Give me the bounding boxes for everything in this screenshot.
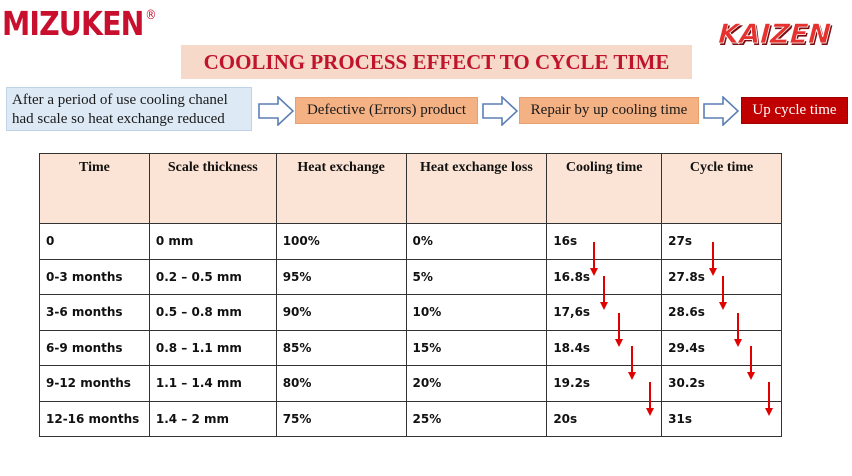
cell-heat-exchange: 95% <box>275 258 407 295</box>
cell-cooling-time: 20s <box>546 400 663 437</box>
cell-cycle-time: 27s <box>661 223 782 260</box>
cell-cooling-time: 16s <box>546 223 663 260</box>
down-arrow-icon <box>747 346 755 380</box>
down-arrow-icon <box>734 313 742 347</box>
table-row: 12-16 months 1.4 – 2 mm 75% 25% 20s 31s <box>39 400 782 437</box>
right-arrow-icon <box>482 96 518 126</box>
cell-cycle-time: 27.8s <box>661 258 782 295</box>
kaizen-logo: KAIZEN KAIZEN <box>714 19 836 52</box>
right-arrow-icon <box>258 96 294 126</box>
cell-time: 0-3 months <box>39 258 150 295</box>
page-title: COOLING PROCESS EFFECT TO CYCLE TIME <box>181 45 692 79</box>
cell-cycle-time: 30.2s <box>661 365 782 402</box>
table-row: 0 0 mm 100% 0% 16s 27s <box>39 223 782 260</box>
cell-time: 6-9 months <box>39 329 150 366</box>
cell-time: 3-6 months <box>39 294 150 331</box>
flow-step-label: Up cycle time <box>752 102 837 118</box>
cell-heat-exchange: 100% <box>275 223 407 260</box>
cell-cycle-time: 29.4s <box>661 329 782 366</box>
page-title-text: COOLING PROCESS EFFECT TO CYCLE TIME <box>203 49 670 74</box>
svg-text:KAIZEN: KAIZEN <box>716 21 836 52</box>
cell-time: 0 <box>39 223 150 260</box>
down-arrow-icon <box>615 313 623 347</box>
table-row: 0-3 months 0.2 – 0.5 mm 95% 5% 16.8s 27.… <box>39 258 782 295</box>
registered-mark: ® <box>145 8 156 23</box>
cell-heat-exchange-loss: 5% <box>405 258 548 295</box>
flow-step-defective: Defective (Errors) product <box>295 97 478 124</box>
cell-heat-exchange: 90% <box>275 294 407 331</box>
cell-scale-thickness: 0 mm <box>148 223 277 260</box>
table-row: 6-9 months 0.8 – 1.1 mm 85% 15% 18.4s 29… <box>39 329 782 366</box>
flow-step-up-cycle: Up cycle time <box>741 97 848 124</box>
down-arrow-icon <box>646 382 654 416</box>
cell-time: 12-16 months <box>39 400 150 437</box>
header-cycle-time: Cycle time <box>661 153 782 224</box>
cell-heat-exchange-loss: 15% <box>405 329 548 366</box>
flow-step-label: Repair by up cooling time <box>530 102 688 118</box>
cell-heat-exchange-loss: 0% <box>405 223 548 260</box>
cell-scale-thickness: 1.1 – 1.4 mm <box>148 365 277 402</box>
flow-start-box: After a period of use cooling chanel had… <box>6 87 252 131</box>
down-arrow-icon <box>590 242 598 276</box>
cell-scale-thickness: 0.5 – 0.8 mm <box>148 294 277 331</box>
down-arrow-icon <box>628 346 636 380</box>
header-heat-exchange: Heat exchange <box>275 153 407 224</box>
header-scale-thickness: Scale thickness <box>148 153 277 224</box>
flow-step-repair: Repair by up cooling time <box>519 97 699 124</box>
right-arrow-icon <box>703 96 739 126</box>
kaizen-logo-text: KAIZEN <box>714 19 834 50</box>
cell-cooling-time: 18.4s <box>546 329 663 366</box>
cell-heat-exchange-loss: 25% <box>405 400 548 437</box>
cell-scale-thickness: 1.4 – 2 mm <box>148 400 277 437</box>
table-header-row: Time Scale thickness Heat exchange Heat … <box>39 153 782 224</box>
mizuken-logo-text: MIZUKEN <box>2 4 144 43</box>
table-row: 3-6 months 0.5 – 0.8 mm 90% 10% 17,6s 28… <box>39 294 782 331</box>
down-arrow-icon <box>600 276 608 310</box>
cell-heat-exchange: 75% <box>275 400 407 437</box>
flow-start-text: After a period of use cooling chanel had… <box>12 92 228 127</box>
cooling-data-table: Time Scale thickness Heat exchange Heat … <box>39 153 782 437</box>
cell-scale-thickness: 0.8 – 1.1 mm <box>148 329 277 366</box>
down-arrow-icon <box>709 242 717 276</box>
flow-step-label: Defective (Errors) product <box>306 102 467 118</box>
cell-heat-exchange: 85% <box>275 329 407 366</box>
cell-heat-exchange: 80% <box>275 365 407 402</box>
header-cooling-time: Cooling time <box>546 153 663 224</box>
cell-scale-thickness: 0.2 – 0.5 mm <box>148 258 277 295</box>
header-time: Time <box>39 153 150 224</box>
table-row: 9-12 months 1.1 – 1.4 mm 80% 20% 19.2s 3… <box>39 365 782 402</box>
mizuken-logo: MIZUKEN ® <box>2 4 156 43</box>
cell-heat-exchange-loss: 10% <box>405 294 548 331</box>
down-arrow-icon <box>719 276 727 310</box>
cell-cycle-time: 31s <box>661 400 782 437</box>
down-arrow-icon <box>765 382 773 416</box>
header-heat-exchange-loss: Heat exchange loss <box>405 153 548 224</box>
cell-heat-exchange-loss: 20% <box>405 365 548 402</box>
cell-time: 9-12 months <box>39 365 150 402</box>
cell-cooling-time: 19.2s <box>546 365 663 402</box>
